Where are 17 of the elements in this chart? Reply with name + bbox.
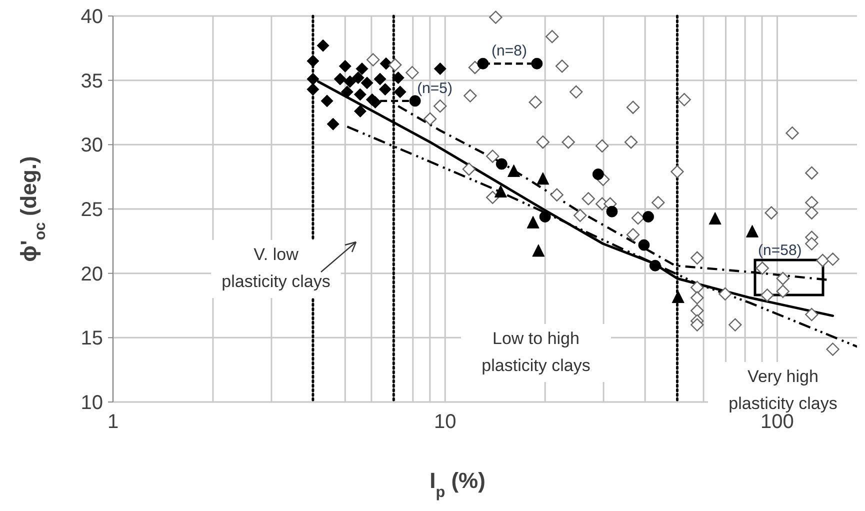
x-tick-label: 1 (107, 411, 119, 433)
y-tick-label: 35 (80, 70, 103, 92)
y-tick-label: 30 (80, 134, 103, 157)
annotation: V. low plasticity clays (222, 245, 330, 291)
annotation: (n=8) (492, 42, 527, 60)
x-tick-label: 100 (760, 411, 794, 433)
annotation: (n=5) (417, 80, 453, 97)
x-axis-title: I$_{p}$ (%) (430, 468, 486, 500)
y-tick-label: 25 (80, 199, 103, 221)
y-tick-label: 10 (80, 392, 103, 414)
y-tick-label: 40 (80, 6, 103, 28)
annotation: (n=58) (758, 242, 802, 259)
annotation: Low to high plasticity clays (482, 329, 590, 375)
y-tick-label: 20 (80, 263, 103, 286)
x-tick-label: 10 (434, 411, 456, 433)
annotation: Very high plasticity clays (728, 367, 838, 413)
y-tick-label: 15 (80, 328, 103, 350)
